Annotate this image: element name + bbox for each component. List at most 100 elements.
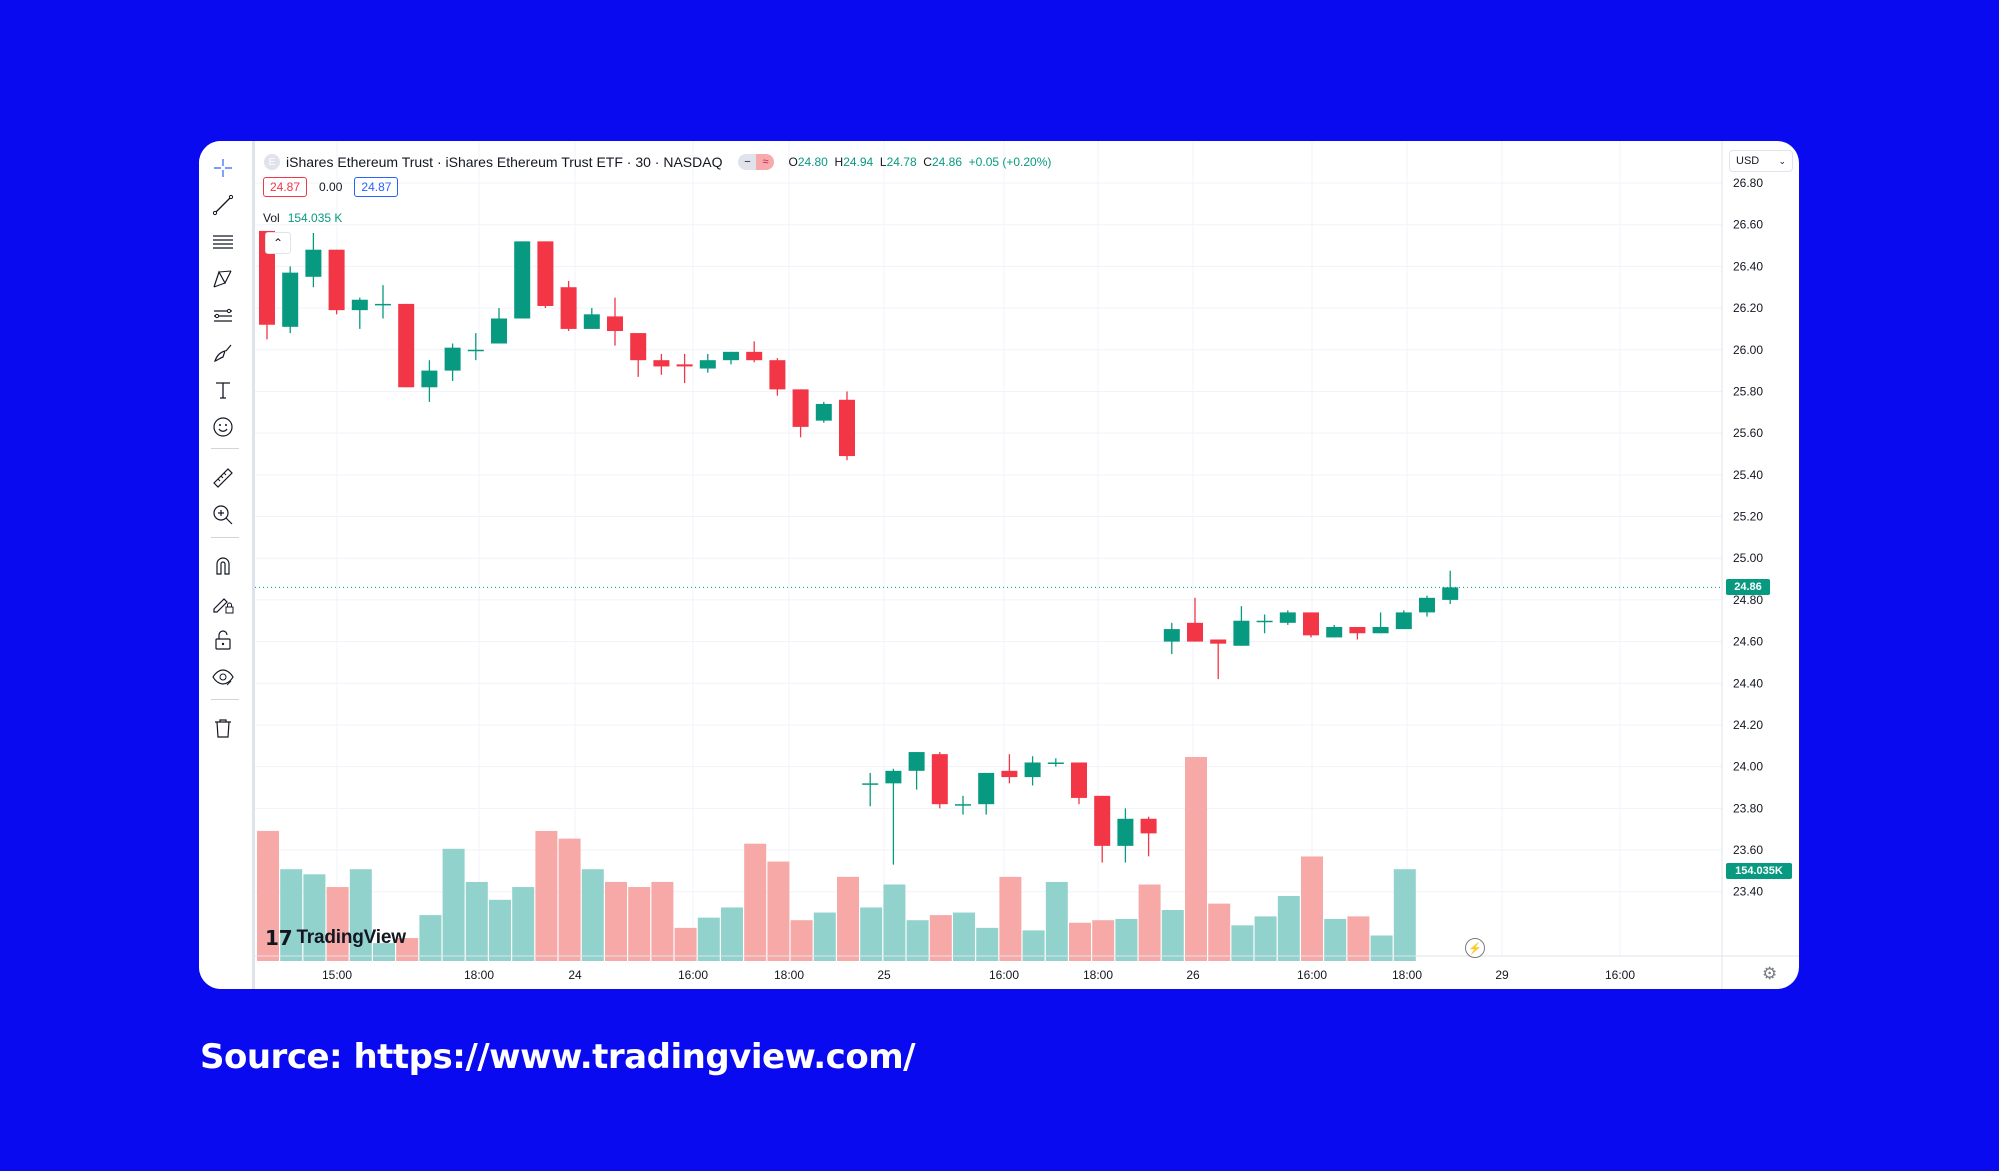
- volume-bar: [280, 869, 303, 961]
- volume-bar: [396, 938, 419, 961]
- emoji-icon[interactable]: [210, 414, 236, 440]
- volume-bar: [1277, 895, 1300, 961]
- candle-body: [630, 333, 647, 361]
- candle-body: [1071, 762, 1087, 798]
- crosshair-icon[interactable]: [210, 155, 236, 181]
- candle-body: [305, 249, 322, 277]
- ohlc-values: O24.80 H24.94 L24.78 C24.86 +0.05 (+0.20…: [788, 155, 1052, 169]
- volume-bar: [465, 881, 488, 961]
- y-tick-label: 23.40: [1733, 885, 1763, 899]
- horizontal-lines-icon[interactable]: [210, 229, 236, 255]
- candle-body: [421, 370, 438, 388]
- collapse-legend-button[interactable]: ⌃: [265, 232, 291, 254]
- volume-bar: [906, 920, 929, 961]
- unlock-icon[interactable]: [210, 627, 236, 653]
- ruler-icon[interactable]: [210, 465, 236, 491]
- trash-icon[interactable]: [210, 715, 236, 741]
- trend-line-icon[interactable]: [210, 192, 236, 218]
- x-tick-label: 16:00: [678, 968, 708, 982]
- symbol-logo-icon: E: [264, 154, 280, 170]
- volume-bar: [303, 874, 326, 961]
- volume-bar: [1301, 856, 1323, 961]
- legend-toggle-pill[interactable]: − ≈: [738, 154, 775, 170]
- y-tick-label: 23.60: [1733, 843, 1763, 857]
- pattern-icon[interactable]: [210, 266, 236, 292]
- y-tick-label: 25.60: [1733, 426, 1763, 440]
- candle-body: [931, 754, 948, 805]
- candle-body: [955, 804, 971, 806]
- candle-body: [1372, 627, 1389, 634]
- candle-body: [908, 752, 925, 771]
- x-tick-label: 18:00: [464, 968, 494, 982]
- tradingview-logo[interactable]: 𝟭𝟳 TradingView: [265, 926, 406, 950]
- y-tick-label: 25.00: [1733, 551, 1763, 565]
- approx-icon[interactable]: ≈: [756, 154, 775, 170]
- zoom-in-icon[interactable]: [210, 502, 236, 528]
- volume-bar: [976, 927, 999, 961]
- currency-select[interactable]: USD ⌄: [1729, 150, 1793, 172]
- candle-body: [1163, 629, 1180, 642]
- x-tick-label: 18:00: [1392, 968, 1422, 982]
- candlestick-chart[interactable]: 23.40 23.60 23.80 24.00 24.20 24.40 24.60 24.80…: [199, 141, 1799, 989]
- brush-icon[interactable]: [210, 340, 236, 366]
- candle-body: [885, 770, 902, 784]
- volume-legend[interactable]: Vol 154.035 K: [263, 211, 343, 225]
- candle-body: [398, 303, 415, 388]
- buy-button[interactable]: 24.87: [354, 177, 399, 197]
- volume-bar: [813, 912, 836, 961]
- volume-bar: [419, 915, 442, 961]
- volume-bar: [929, 915, 952, 961]
- candle-body: [560, 287, 577, 329]
- y-tick-label: 23.80: [1733, 801, 1763, 815]
- volume-bar: [442, 848, 465, 961]
- y-tick-label: 24.40: [1733, 676, 1763, 690]
- minus-icon[interactable]: −: [744, 156, 751, 168]
- candle-body: [676, 364, 693, 367]
- candle-body: [653, 360, 670, 367]
- candle-body: [1117, 818, 1134, 846]
- gear-icon[interactable]: ⚙: [1762, 964, 1778, 983]
- toolbar-separator: [211, 537, 239, 538]
- y-tick-label: 26.80: [1733, 176, 1763, 190]
- candle-body: [375, 303, 391, 306]
- toolbar-separator: [211, 699, 239, 700]
- magnet-icon[interactable]: [210, 553, 236, 579]
- x-tick-label: 25: [877, 968, 891, 982]
- symbol-legend[interactable]: E iShares Ethereum Trust · iShares Ether…: [264, 151, 1051, 173]
- candle-body: [1001, 770, 1018, 778]
- y-tick-label: 25.40: [1733, 468, 1763, 482]
- volume-bar: [651, 881, 674, 961]
- lock-drawing-icon[interactable]: [210, 590, 236, 616]
- tradingview-mark-icon: 𝟭𝟳: [265, 926, 293, 950]
- y-tick-label: 26.20: [1733, 301, 1763, 315]
- measure-lines-icon[interactable]: [210, 303, 236, 329]
- lightning-icon[interactable]: ⚡: [1465, 938, 1485, 958]
- candle-body: [1349, 627, 1366, 634]
- volume-bar: [1138, 884, 1161, 961]
- x-tick-label: 18:00: [1083, 968, 1113, 982]
- chart-card: 23.40 23.60 23.80 24.00 24.20 24.40 24.60 24.80…: [199, 141, 1799, 989]
- eye-icon[interactable]: [210, 664, 236, 690]
- volume-bar: [1069, 922, 1091, 961]
- volume-bar: [326, 887, 349, 961]
- symbol-title: iShares Ethereum Trust · iShares Ethereu…: [286, 154, 723, 170]
- x-tick-label: 29: [1495, 968, 1509, 982]
- candle-body: [444, 347, 461, 371]
- volume-bar: [697, 917, 720, 961]
- x-tick-label: 16:00: [1297, 968, 1327, 982]
- candle-body: [1326, 627, 1343, 638]
- text-icon[interactable]: [210, 377, 236, 403]
- x-tick-label: 15:00: [322, 968, 352, 982]
- candle-body: [259, 230, 275, 325]
- sell-button[interactable]: 24.87: [263, 177, 308, 197]
- y-tick-label: 26.40: [1733, 259, 1763, 273]
- candle-body: [1210, 639, 1227, 644]
- candle-body: [351, 299, 368, 311]
- candle-body: [1094, 795, 1111, 846]
- volume-bar: [1045, 881, 1068, 961]
- volume-bar: [1208, 903, 1231, 961]
- spread-value: 0.00: [319, 180, 343, 194]
- candle-body: [1279, 612, 1296, 623]
- chevron-down-icon: ⌄: [1778, 155, 1786, 166]
- volume-bar: [581, 869, 604, 961]
